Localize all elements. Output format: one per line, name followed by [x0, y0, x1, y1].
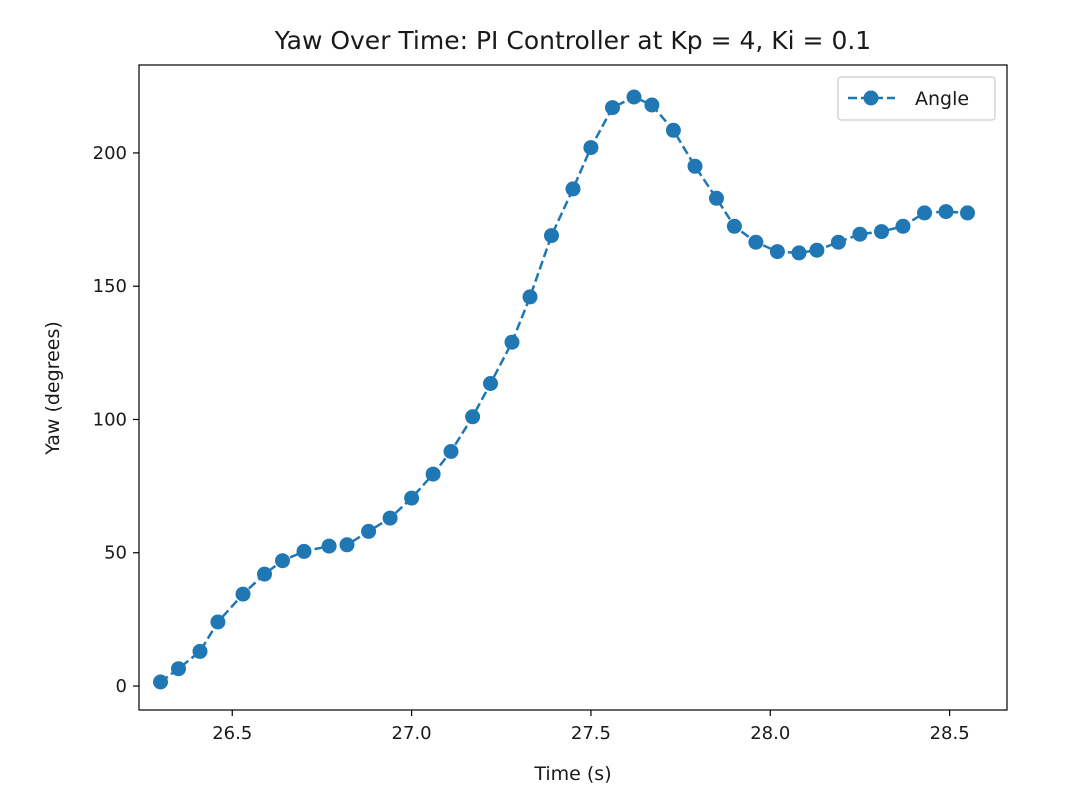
data-point [275, 553, 290, 569]
data-point [465, 409, 481, 425]
x-tick-label: 26.5 [212, 723, 252, 744]
series-line-angle [159, 95, 968, 684]
y-tick-label: 50 [104, 543, 127, 564]
data-point [960, 205, 975, 221]
data-point [605, 100, 620, 116]
data-point [626, 89, 642, 105]
chart-title: Yaw Over Time: PI Controller at Kp = 4, … [274, 26, 871, 55]
data-point [917, 205, 932, 221]
x-tick-label: 28.0 [750, 723, 790, 744]
data-point [583, 140, 599, 156]
data-point [361, 523, 377, 539]
x-axis-label: Time (s) [533, 763, 611, 785]
data-point [809, 242, 825, 258]
data-point [565, 181, 581, 197]
data-point [192, 643, 208, 659]
legend: Angle [837, 76, 996, 121]
x-tick-label: 27.0 [392, 723, 432, 744]
data-point [210, 614, 226, 630]
data-point [895, 218, 911, 234]
y-tick-label: 100 [93, 409, 127, 430]
data-point [483, 376, 498, 391]
y-tick-label: 200 [93, 143, 127, 164]
data-point [830, 234, 846, 250]
data-point [504, 334, 520, 350]
data-point [153, 674, 168, 690]
data-point [748, 234, 764, 250]
data-point [852, 226, 868, 242]
y-axis-label: Yaw (degrees) [42, 321, 64, 456]
data-point [382, 510, 398, 526]
data-point [726, 218, 742, 234]
data-point [791, 245, 807, 261]
data-point [425, 466, 441, 482]
x-tick-label: 28.5 [930, 723, 970, 744]
data-point [522, 289, 538, 305]
data-point [938, 204, 954, 220]
data-point [644, 97, 660, 113]
data-point [443, 444, 459, 459]
data-point [257, 566, 272, 582]
y-tick-label: 0 [116, 676, 127, 697]
data-point [709, 190, 724, 206]
legend-entry-label: Angle [915, 88, 969, 110]
series-layer [153, 89, 975, 690]
axis-ticks: 26.5 27.0 27.5 28.0 28.5 0 50 100 150 200 [93, 143, 970, 744]
data-point [769, 244, 785, 260]
data-point [665, 122, 681, 138]
data-point [235, 586, 251, 602]
legend-marker [863, 90, 879, 106]
data-point [874, 224, 889, 240]
data-point [404, 490, 420, 506]
data-point [171, 661, 186, 677]
plot-frame [138, 64, 1008, 711]
data-point [321, 538, 337, 554]
y-tick-label: 150 [93, 276, 127, 297]
legend-box [837, 76, 996, 121]
data-point [544, 228, 559, 244]
data-point [339, 537, 355, 553]
data-point [687, 158, 703, 174]
x-tick-label: 27.5 [571, 723, 611, 744]
data-point [296, 543, 312, 559]
